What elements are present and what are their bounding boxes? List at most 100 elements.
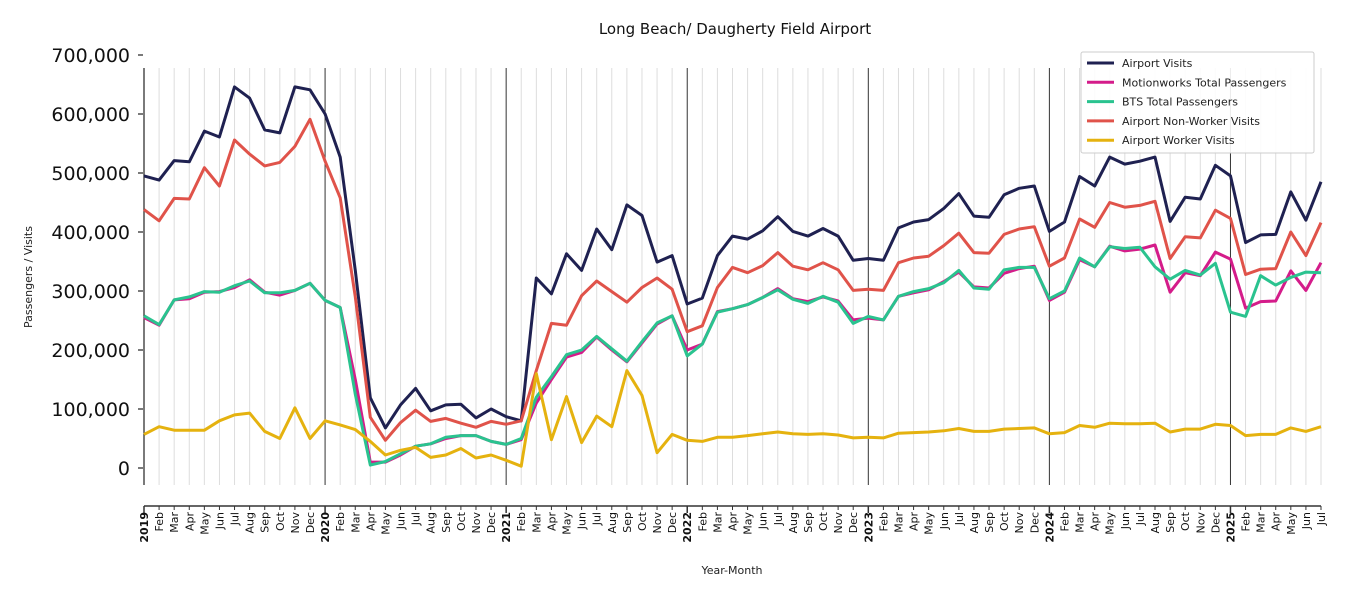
legend-label: Motionworks Total Passengers — [1122, 76, 1287, 89]
x-tick-label: Apr — [908, 512, 921, 532]
x-tick-label: Mar — [168, 512, 181, 533]
y-tick-label: 700,000 — [51, 45, 130, 67]
x-tick-label: May — [923, 512, 936, 535]
x-tick-label: Feb — [1240, 512, 1253, 531]
x-tick-label: Oct — [1179, 511, 1192, 531]
x-tick-label: May — [742, 512, 755, 535]
x-tick-label: Jul — [953, 512, 966, 526]
legend-label: BTS Total Passengers — [1122, 96, 1238, 109]
x-tick-label: Sep — [983, 512, 996, 533]
x-tick-label: Mar — [711, 512, 724, 533]
x-tick-label: Jun — [395, 512, 408, 530]
x-tick-label: Nov — [1194, 512, 1207, 534]
x-tick-label: May — [1104, 512, 1117, 535]
x-tick-label: Sep — [1164, 512, 1177, 533]
x-tick-label: Nov — [470, 512, 483, 534]
legend: Airport Visits Motionworks Total Passenge… — [1080, 51, 1315, 154]
legend-label: Airport Worker Visits — [1122, 134, 1235, 147]
x-tick-label: 2019 — [138, 512, 151, 543]
x-tick-label: Oct — [274, 511, 287, 531]
x-tick-label: Jul — [1315, 512, 1328, 526]
y-tick-label: 200,000 — [51, 340, 130, 362]
x-tick-label: Aug — [1149, 512, 1162, 533]
x-tick-label: Apr — [545, 512, 558, 532]
y-tick-label: 500,000 — [51, 163, 130, 185]
y-axis-label: Passengers / Visits — [22, 226, 35, 328]
x-tick-label: Feb — [877, 512, 890, 531]
x-tick-label: Apr — [183, 512, 196, 532]
x-tick-label: Jul — [1134, 512, 1147, 526]
x-tick-label: Jun — [1119, 512, 1132, 530]
x-tick-label: Nov — [1013, 512, 1026, 534]
series-line-airport-worker-visits — [143, 369, 1322, 468]
x-tick-label: Aug — [968, 512, 981, 533]
x-tick-label: May — [1285, 512, 1298, 535]
x-tick-label: May — [379, 512, 392, 535]
x-tick-label: Mar — [530, 512, 543, 533]
x-tick-label: Jul — [410, 512, 423, 526]
x-tick-label: Mar — [349, 512, 362, 533]
x-tick-label: Feb — [1058, 512, 1071, 531]
x-tick-label: 2024 — [1043, 512, 1056, 543]
y-tick-label: 600,000 — [51, 104, 130, 126]
x-tick-label: May — [198, 512, 211, 535]
x-tick-label: May — [561, 512, 574, 535]
x-tick-label: Jul — [772, 512, 785, 526]
y-tick-label: 0 — [118, 458, 130, 480]
x-tick-label: Mar — [892, 512, 905, 533]
x-tick-label: Feb — [153, 512, 166, 531]
x-tick-label: Sep — [440, 512, 453, 533]
series-line-bts-total-passengers — [143, 245, 1322, 467]
x-tick-label: 2020 — [319, 512, 332, 543]
x-tick-label: Apr — [364, 512, 377, 532]
x-tick-label: Dec — [666, 512, 679, 533]
x-tick-label: 2023 — [862, 512, 875, 543]
x-tick-label: Aug — [787, 512, 800, 533]
x-tick-label: Sep — [259, 512, 272, 533]
x-tick-label: Apr — [727, 512, 740, 532]
x-tick-label: Dec — [847, 512, 860, 533]
y-tick-label: 400,000 — [51, 222, 130, 244]
x-tick-label: Jun — [1300, 512, 1313, 530]
x-tick-label: Mar — [1255, 512, 1268, 533]
legend-box — [1080, 51, 1315, 154]
x-tick-label: Sep — [621, 512, 634, 533]
x-tick-label: Feb — [696, 512, 709, 531]
x-axis-label: Year-Month — [700, 564, 762, 577]
x-tick-label: Aug — [425, 512, 438, 533]
legend-label: Airport Visits — [1122, 57, 1193, 70]
x-tick-label: Jun — [938, 512, 951, 530]
x-tick-label: Dec — [1209, 512, 1222, 533]
chart-title: Long Beach/ Daugherty Field Airport — [599, 20, 871, 38]
x-tick-label: Jun — [757, 512, 770, 530]
x-tick-label: Mar — [1074, 512, 1087, 533]
x-tick-label: Jun — [213, 512, 226, 530]
x-tick-label: Sep — [802, 512, 815, 533]
x-tick-label: Jun — [576, 512, 589, 530]
x-tick-label: 2025 — [1224, 512, 1237, 543]
series-lines — [143, 85, 1323, 468]
x-tick-label: Apr — [1089, 512, 1102, 532]
x-tick-label: Feb — [334, 512, 347, 531]
y-tick-label: 100,000 — [51, 399, 130, 421]
x-tick-label: Dec — [1028, 512, 1041, 533]
x-tick-label: Oct — [455, 511, 468, 531]
x-tick-label: 2022 — [681, 512, 694, 543]
x-tick-label: Dec — [304, 512, 317, 533]
x-axis: 2019 Feb Mar Apr May Jun Jul Aug Sep Oct Nov Dec 202… — [138, 505, 1328, 543]
x-tick-label: Nov — [289, 512, 302, 534]
x-tick-label: Nov — [651, 512, 664, 534]
x-tick-label: 2021 — [500, 512, 513, 543]
x-tick-label: Oct — [998, 511, 1011, 531]
series-line-airport-non-worker-visits — [143, 117, 1323, 442]
series-line-airport-visits — [143, 85, 1323, 430]
x-tick-label: Dec — [485, 512, 498, 533]
x-tick-label: Apr — [1270, 512, 1283, 532]
x-tick-label: Feb — [515, 512, 528, 531]
x-tick-label: Aug — [244, 512, 257, 533]
grid — [158, 68, 1322, 485]
y-axis: 0 100,000 200,000 300,000 400,000 500,000 600,… — [51, 45, 145, 485]
x-tick-label: Nov — [832, 512, 845, 534]
x-tick-label: Oct — [636, 511, 649, 531]
